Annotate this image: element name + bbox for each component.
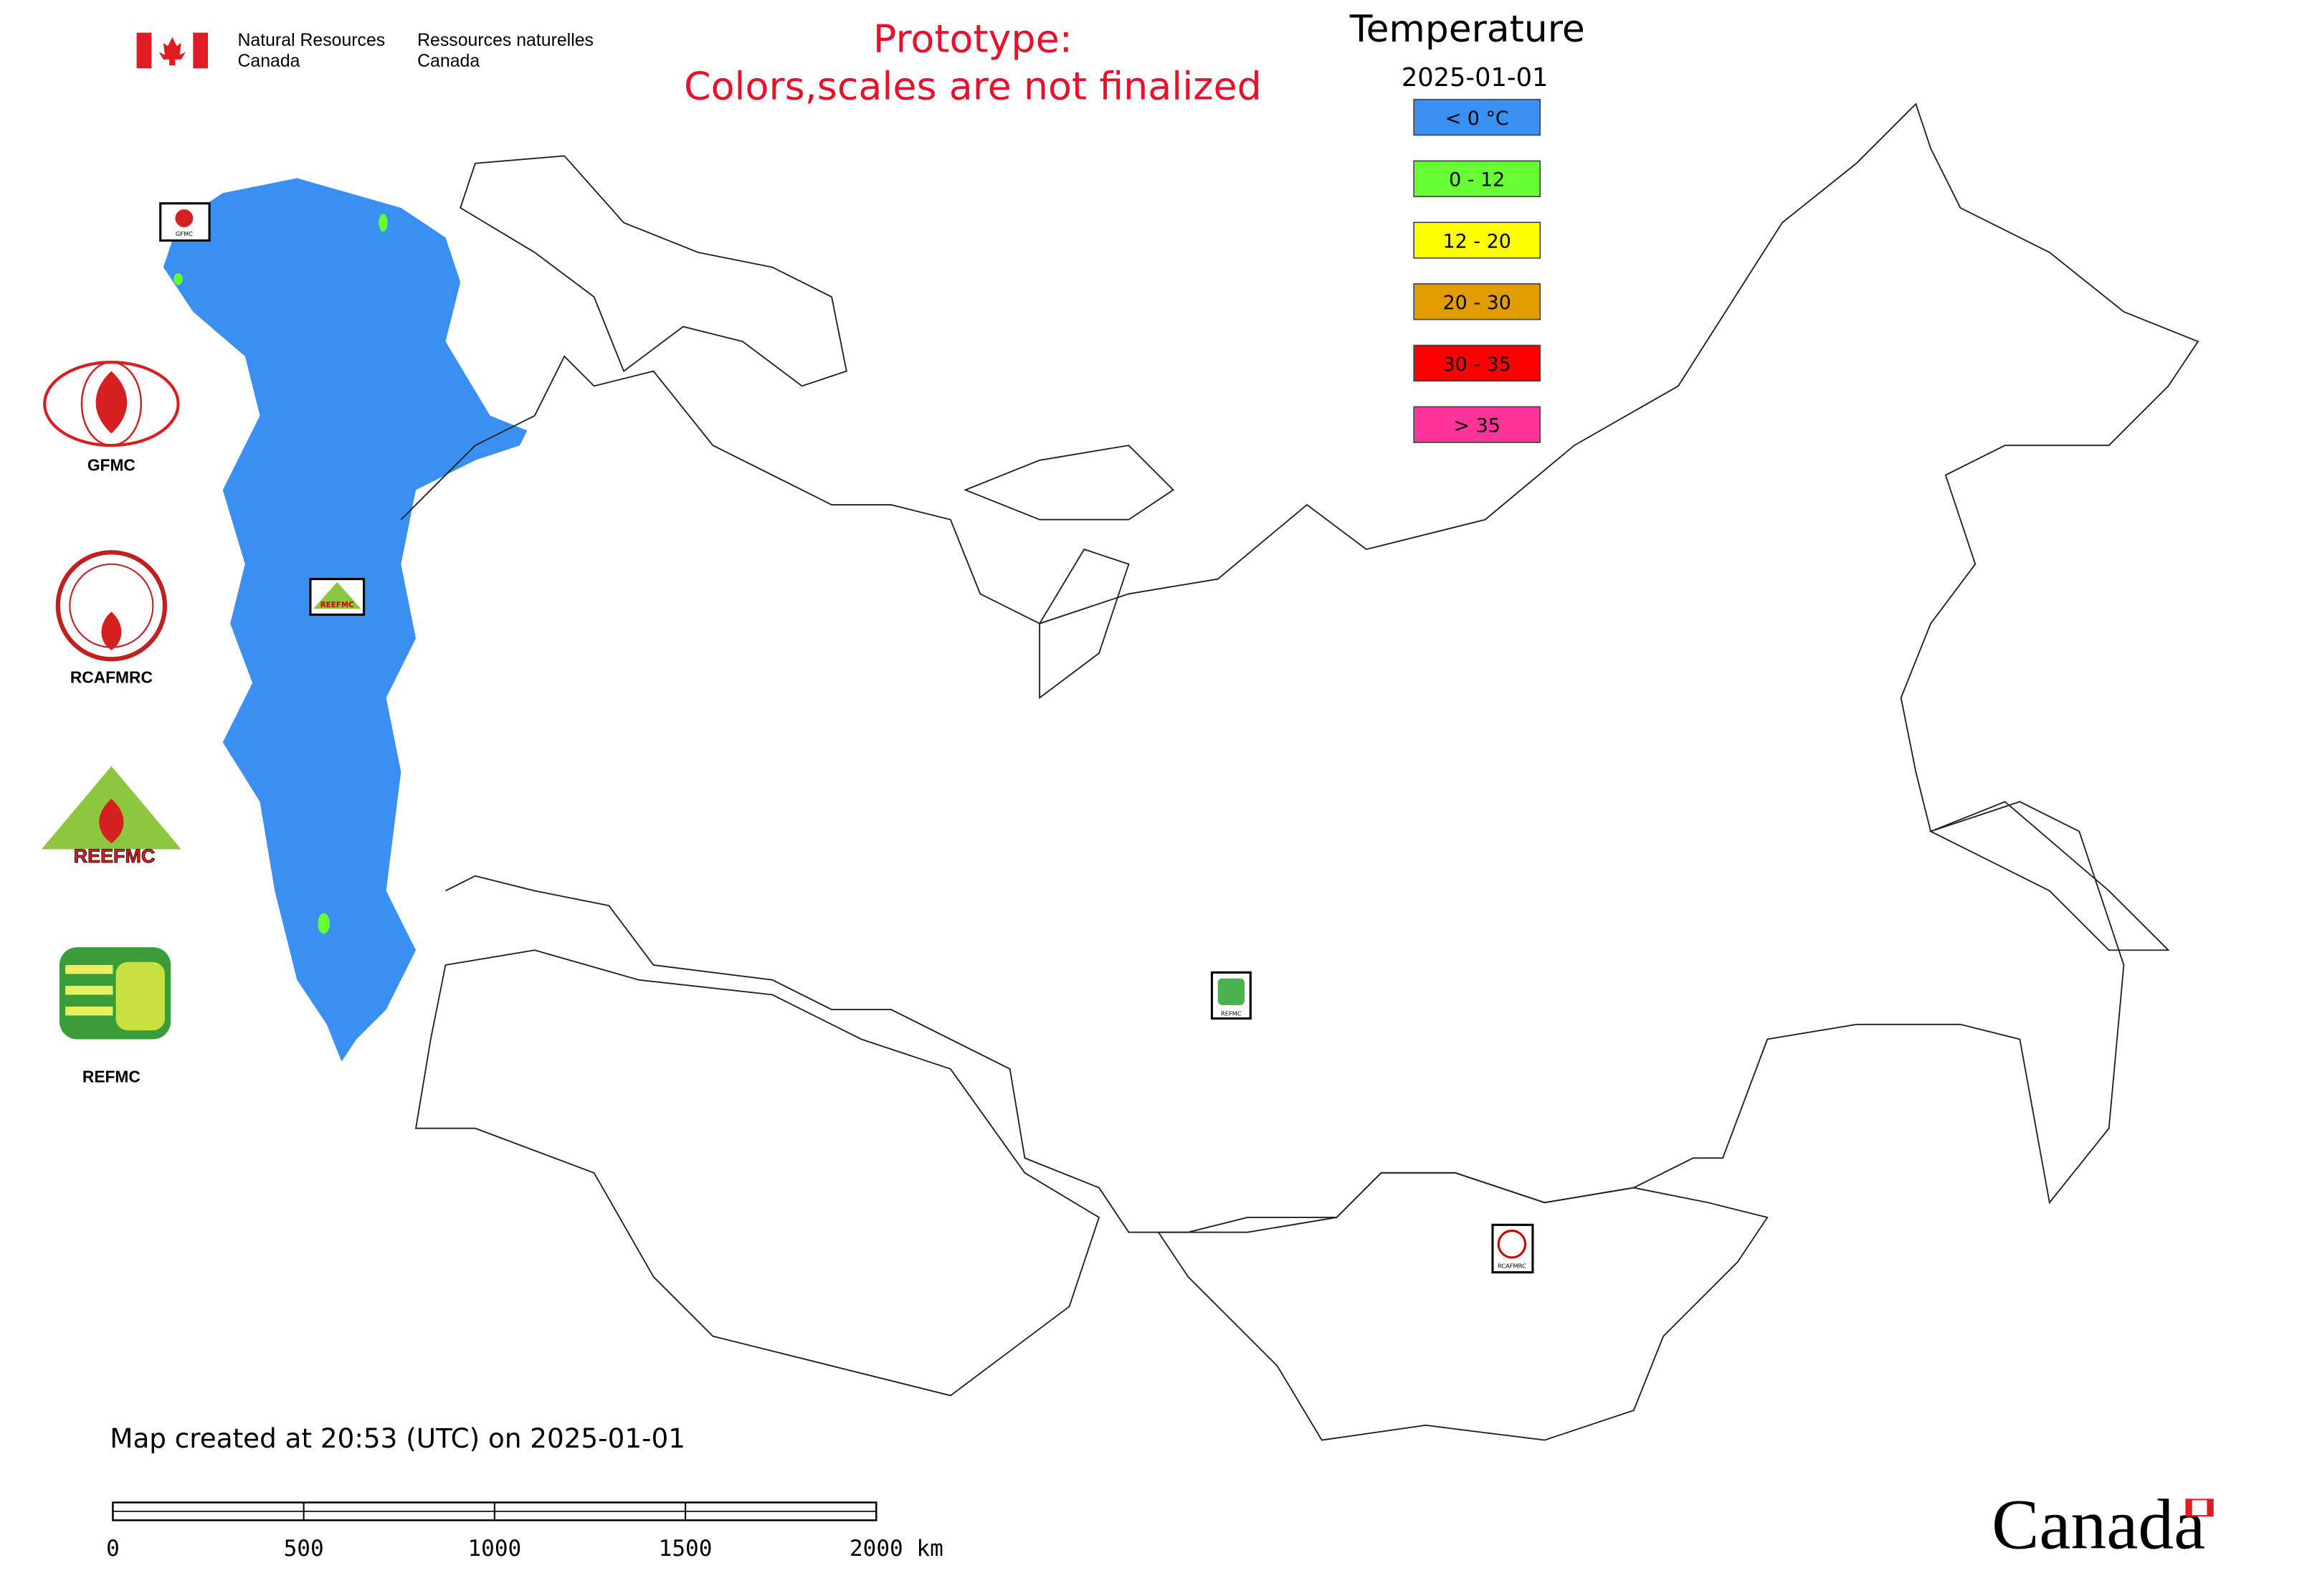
temperature-zone [379,214,388,232]
temperature-zone [163,178,528,1062]
scale-label: 1000 [467,1536,521,1562]
wordmark-flag [2207,1499,2213,1516]
gfmc-logo [80,361,143,447]
refmc-stripe [65,1006,113,1016]
mongolia-border [1157,1172,1769,1441]
rcafmrc-flame [101,612,122,650]
flag-bar [193,32,209,69]
legend-label: 30 - 35 [1443,353,1511,376]
marker-icon [1497,1230,1527,1259]
marker-icon [313,581,361,609]
marker-label: RCAFMRC [1498,1262,1526,1269]
legend-label: < 0 °C [1445,108,1509,130]
legend-title: Temperature [1349,8,1585,51]
org-fr: Ressources naturelles [417,31,594,50]
legend-swatch [1413,283,1541,320]
legend-swatch [1413,222,1541,259]
legend-label: 20 - 30 [1443,292,1511,314]
sidebar-logos: GFMC RCAFMRC REEFMC REFMC [42,361,181,1086]
org-en: Natural Resources [237,31,385,50]
legend: < 0 °C 0 - 12 12 - 20 20 - 30 30 - 35 > 35 [1413,98,1541,443]
scale-label: 1500 [659,1536,713,1562]
legend-swatch [1413,406,1541,443]
wordmark-flag [2186,1499,2192,1516]
canada-wordmark: Canada [1992,1485,2205,1564]
marker-label: REFMC [1221,1010,1242,1017]
coastline [460,155,847,387]
logo-caption: REFMC [82,1068,141,1086]
logo-caption: GFMC [87,455,135,474]
temperature-zone [318,913,330,934]
marker-icon [1217,978,1245,1005]
scale-label: 0 [106,1536,120,1562]
org-en: Canada [237,52,300,71]
rcafmrc-logo [55,550,168,662]
flag-bar [136,32,152,69]
marker-icon [175,209,194,227]
notice: Colors,scales are not finalized [684,64,1262,109]
legend-date: 2025-01-01 [1402,63,1549,92]
refmc-stripe [65,964,113,974]
legend-swatch [1413,344,1541,382]
map-created: Map created at 20:53 (UTC) on 2025-01-01 [110,1422,685,1454]
kazakhstan-border [414,949,1100,1397]
legend-label: 12 - 20 [1443,230,1511,252]
reefmc-flame [99,799,124,844]
coastline [964,445,2170,951]
russia-border [400,103,2199,1233]
marker-label: REEFMC [320,601,354,609]
legend-label: > 35 [1454,415,1500,437]
nrcan-signature: Natural Resources Canada Ressources natu… [136,31,594,71]
reefmc-wordmark: REEFMC [74,845,156,867]
marker-label: GFMC [176,230,193,237]
scale-label: 500 [284,1536,324,1562]
notice: Prototype: [873,16,1072,61]
temperature-zone [173,273,183,285]
center-markers: GFMC REEFMC REFMC RCAFMRC [159,202,1534,1274]
gfmc-flame [95,371,128,434]
maple-leaf [158,37,186,66]
scale-label: 2000 km [850,1536,943,1562]
map [163,103,2199,1441]
legend-swatch [1413,98,1541,136]
logo-caption: RCAFMRC [70,668,153,687]
refmc-panel [115,961,165,1031]
refmc-stripe [65,985,113,995]
legend-label: 0 - 12 [1449,169,1505,191]
org-fr: Canada [417,52,480,71]
legend-swatch [1413,160,1541,197]
scale-bar: 0 500 1000 1500 2000 km [106,1501,943,1562]
